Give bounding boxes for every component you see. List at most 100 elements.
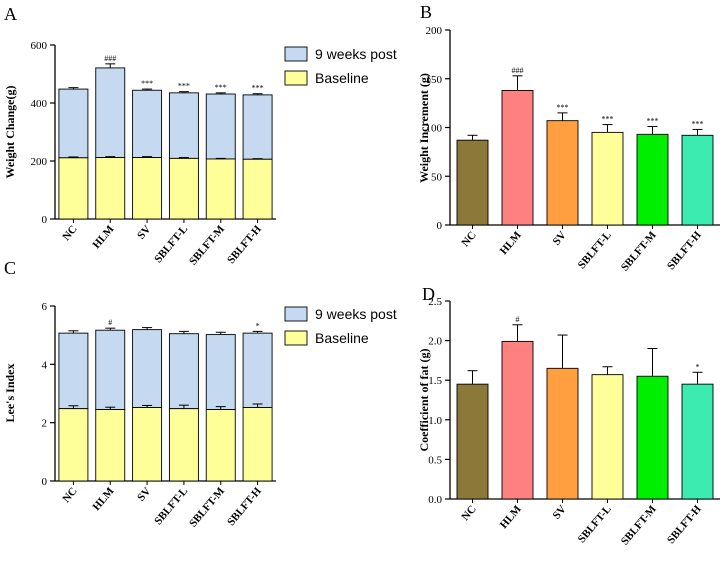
panel-letter-C: C xyxy=(4,258,16,278)
y-tick-label: 0 xyxy=(437,220,443,232)
y-tick-label: 0 xyxy=(42,214,48,226)
bar-baseline xyxy=(242,407,273,482)
significance-label: *** xyxy=(602,115,614,124)
bar-baseline xyxy=(168,408,199,482)
x-tick-label: SV xyxy=(551,503,569,522)
y-axis-label: Weight Change(g) xyxy=(3,85,17,178)
x-tick-label: SBLFT-H xyxy=(225,223,264,266)
legend-swatch xyxy=(284,306,308,322)
y-tick-label: 2.5 xyxy=(428,296,442,308)
bar xyxy=(546,367,579,500)
y-tick-label: 100 xyxy=(426,123,443,135)
bar-baseline xyxy=(205,409,236,482)
y-tick-label: 200 xyxy=(426,25,443,37)
bar-baseline xyxy=(132,407,163,482)
x-tick-label: HLM xyxy=(498,503,524,531)
x-tick-label: SBLFT-M xyxy=(619,503,659,548)
significance-label: * xyxy=(256,321,260,330)
bar-baseline xyxy=(95,157,126,220)
x-tick-label: HLM xyxy=(498,229,524,257)
legend-label: 9 weeks post xyxy=(315,46,397,62)
y-axis-label: Coefficient of fat (g) xyxy=(417,349,431,452)
significance-label: * xyxy=(696,362,700,371)
x-tick-label: SBLFT-L xyxy=(152,223,190,265)
x-tick-label: SBLFT-H xyxy=(225,485,264,528)
significance-label: *** xyxy=(178,82,190,91)
bar-9-weeks-post xyxy=(95,67,126,158)
legend-label: Baseline xyxy=(315,330,369,346)
bar-9-weeks-post xyxy=(168,92,199,159)
bar-9-weeks-post xyxy=(95,329,126,410)
x-tick-label: SBLFT-H xyxy=(665,229,704,272)
y-tick-label: 1.0 xyxy=(428,415,442,427)
x-tick-label: SBLFT-L xyxy=(576,229,614,271)
bar xyxy=(681,134,714,226)
significance-label: *** xyxy=(141,79,153,88)
x-tick-label: SV xyxy=(135,223,153,242)
x-tick-label: HLM xyxy=(90,223,116,251)
bar-baseline xyxy=(205,158,236,220)
x-tick-label: SBLFT-L xyxy=(576,503,614,545)
bar-baseline xyxy=(58,408,89,482)
bar-9-weeks-post xyxy=(205,334,236,410)
legend-swatch xyxy=(284,46,308,62)
y-axis-label: Weight Increment (g) xyxy=(417,73,431,183)
bar xyxy=(591,374,624,500)
y-tick-label: 150 xyxy=(426,74,443,86)
legend-swatch xyxy=(284,70,308,86)
x-tick-label: SBLFT-M xyxy=(619,229,659,274)
y-tick-label: 6 xyxy=(42,301,48,313)
bar xyxy=(456,383,489,500)
significance-label: ### xyxy=(512,66,524,75)
x-tick-label: SV xyxy=(135,485,153,504)
significance-label: ### xyxy=(104,54,116,63)
significance-label: *** xyxy=(252,84,264,93)
bar xyxy=(501,89,534,226)
bar xyxy=(636,375,669,500)
y-tick-label: 1.5 xyxy=(428,375,442,387)
bar xyxy=(456,139,489,226)
y-tick-label: 200 xyxy=(31,156,48,168)
y-tick-label: 50 xyxy=(431,171,443,183)
y-tick-label: 0 xyxy=(42,476,48,488)
bar-9-weeks-post xyxy=(242,94,273,160)
x-tick-label: NC xyxy=(459,503,478,523)
y-tick-label: 400 xyxy=(31,98,48,110)
bar xyxy=(546,120,579,226)
bar-9-weeks-post xyxy=(132,329,163,408)
bar-9-weeks-post xyxy=(132,89,163,158)
x-tick-label: NC xyxy=(60,223,79,243)
y-axis-label: Lee's Index xyxy=(3,363,17,422)
significance-label: *** xyxy=(647,117,659,126)
x-tick-label: NC xyxy=(459,229,478,249)
bar-baseline xyxy=(95,409,126,482)
significance-label: # xyxy=(516,315,520,324)
bar xyxy=(591,131,624,226)
bar xyxy=(681,383,714,500)
bar-9-weeks-post xyxy=(58,88,89,159)
legend-label: 9 weeks post xyxy=(315,306,397,322)
x-tick-label: NC xyxy=(60,485,79,505)
legend-label: Baseline xyxy=(315,70,369,86)
x-tick-label: HLM xyxy=(90,485,116,513)
bar xyxy=(501,340,534,500)
bar-baseline xyxy=(168,157,199,220)
significance-label: *** xyxy=(557,103,569,112)
bar-9-weeks-post xyxy=(242,332,273,408)
panel-letter-D: D xyxy=(422,284,435,304)
y-tick-label: 4 xyxy=(42,359,48,371)
bar-baseline xyxy=(58,157,89,220)
y-tick-label: 0.5 xyxy=(428,454,442,466)
x-tick-label: SBLFT-M xyxy=(187,485,227,530)
x-tick-label: SV xyxy=(551,229,569,248)
bar xyxy=(636,133,669,226)
x-tick-label: SBLFT-H xyxy=(665,503,704,546)
bar-9-weeks-post xyxy=(58,332,89,410)
x-tick-label: SBLFT-M xyxy=(187,223,227,268)
y-tick-label: 2 xyxy=(42,418,48,430)
bar-9-weeks-post xyxy=(168,333,199,410)
legend-swatch xyxy=(284,330,308,346)
y-tick-label: 0.0 xyxy=(428,494,442,506)
bar-baseline xyxy=(242,158,273,220)
